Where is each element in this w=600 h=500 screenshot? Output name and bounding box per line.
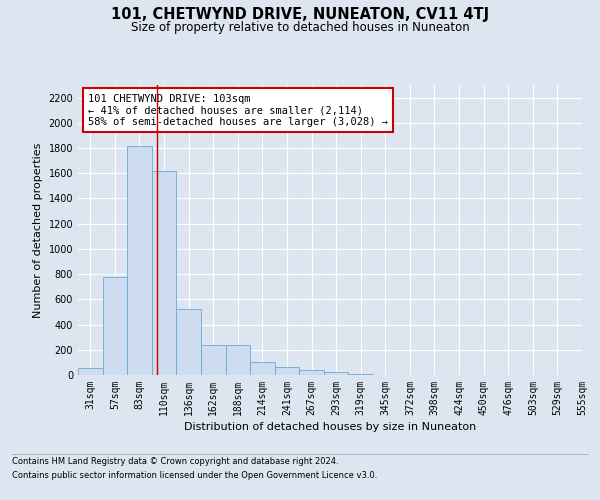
Y-axis label: Number of detached properties: Number of detached properties: [33, 142, 43, 318]
Bar: [275, 368, 299, 375]
Bar: [78, 368, 103, 375]
Bar: [103, 278, 127, 375]
Text: 101, CHETWYND DRIVE, NUNEATON, CV11 4TJ: 101, CHETWYND DRIVE, NUNEATON, CV11 4TJ: [111, 8, 489, 22]
Bar: [250, 362, 275, 375]
Bar: [152, 172, 176, 375]
Text: 101 CHETWYND DRIVE: 103sqm
← 41% of detached houses are smaller (2,114)
58% of s: 101 CHETWYND DRIVE: 103sqm ← 41% of deta…: [88, 94, 388, 127]
Bar: [127, 146, 152, 375]
Bar: [226, 344, 250, 375]
Text: Distribution of detached houses by size in Nuneaton: Distribution of detached houses by size …: [184, 422, 476, 432]
Bar: [349, 374, 373, 375]
Bar: [201, 344, 226, 375]
Bar: [176, 310, 201, 375]
Bar: [324, 372, 349, 375]
Text: Contains public sector information licensed under the Open Government Licence v3: Contains public sector information licen…: [12, 471, 377, 480]
Bar: [299, 370, 324, 375]
Text: Size of property relative to detached houses in Nuneaton: Size of property relative to detached ho…: [131, 21, 469, 34]
Text: Contains HM Land Registry data © Crown copyright and database right 2024.: Contains HM Land Registry data © Crown c…: [12, 458, 338, 466]
